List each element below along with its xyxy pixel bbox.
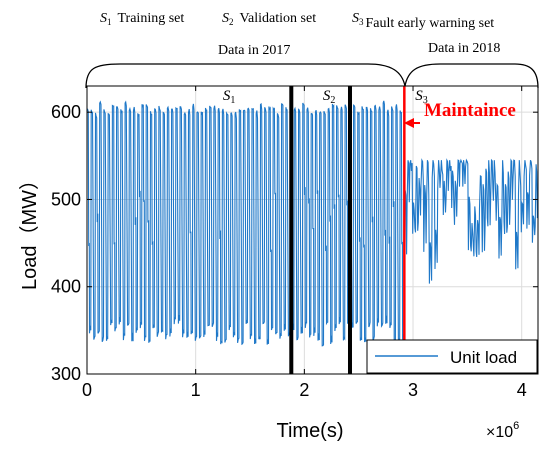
brace-2018 [404, 63, 539, 89]
legend-s3: S3 Fault early warning set [352, 11, 494, 31]
legend-unit-load: Unit load [450, 348, 517, 367]
legend-s2: S2 Validation set [222, 11, 316, 27]
annotation-arrowhead [404, 118, 414, 128]
plot-frame [86, 85, 539, 375]
x-axis-label: Time(s) [276, 420, 343, 442]
y-tick-label: 600 [51, 102, 81, 122]
region-label-s1: S1 [223, 88, 236, 106]
x-tick-label: 0 [82, 380, 92, 400]
brace-label-2017: Data in 2017 [218, 43, 290, 58]
x-tick-label: 2 [299, 380, 309, 400]
y-tick-label: 400 [51, 277, 81, 297]
y-axis-label: Load（MW） [18, 170, 41, 290]
legend-s1: S1 Training set [100, 11, 184, 27]
x-tick-label: 1 [191, 380, 201, 400]
top-legend: S1 Training set S2 Validation set S3 Fault … [100, 11, 494, 31]
x-tick-label: 4 [517, 380, 527, 400]
brace-2017 [85, 63, 406, 89]
x-tick-label: 3 [408, 380, 418, 400]
series-line-unit-load [86, 100, 538, 347]
y-tick-label: 300 [51, 364, 81, 384]
series-legend: Unit load [366, 339, 538, 374]
y-tick-label: 500 [51, 189, 81, 209]
region-label-s2: S2 [323, 88, 336, 106]
x-multiplier: ×106 [486, 420, 519, 441]
maintenance-annotation: Maintaince [424, 100, 516, 121]
brace-label-2018: Data in 2018 [428, 41, 500, 56]
